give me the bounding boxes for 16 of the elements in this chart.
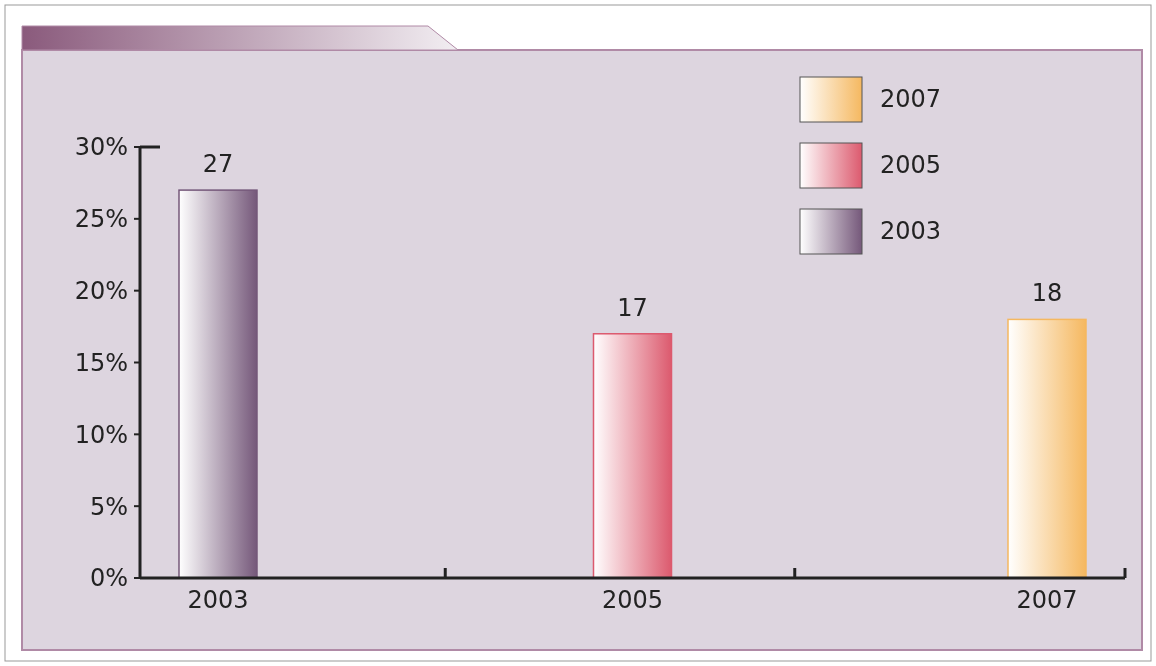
y-tick-label: 20% — [74, 277, 128, 306]
legend-label: 2007 — [880, 85, 942, 113]
x-tick-label: 2005 — [601, 586, 664, 614]
y-tick-label: 30% — [74, 133, 128, 162]
data-label: 27 — [202, 150, 234, 179]
y-tick-label: 5% — [89, 492, 128, 521]
data-label: 18 — [1031, 279, 1063, 308]
legend-label: 2003 — [880, 217, 942, 245]
x-tick-label: 2003 — [187, 586, 249, 614]
y-tick-label: 25% — [74, 205, 128, 234]
legend-label: 2005 — [880, 151, 942, 179]
y-tick-label: 0% — [89, 564, 128, 593]
data-label: 17 — [617, 293, 648, 322]
y-tick-label: 10% — [74, 420, 128, 449]
y-tick-label: 15% — [74, 348, 128, 377]
x-tick-label: 2007 — [1016, 586, 1078, 614]
